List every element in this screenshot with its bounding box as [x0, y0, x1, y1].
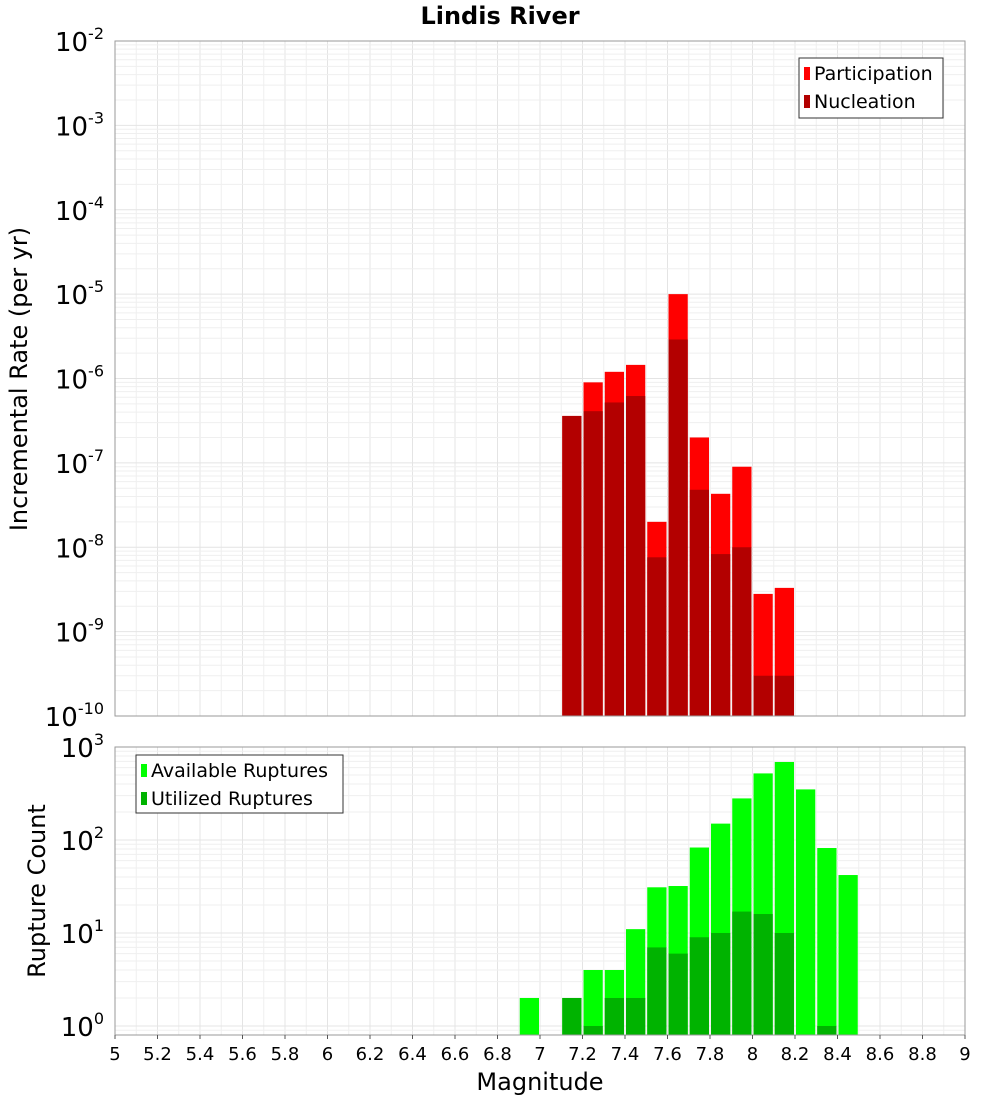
rate-panel-y-tick-label: 10-10 [45, 699, 104, 733]
nucleation-bar [689, 489, 709, 716]
count-panel: 100 101 102 103 5 5.2 5.4 5.6 5.8 6 6.2 6.4 6.6 6.8 7… [23, 730, 971, 1096]
utilized-ruptures-bar [774, 932, 794, 1035]
available-ruptures-bar [817, 848, 837, 1035]
x-tick-label: 7.4 [611, 1044, 640, 1065]
nucleation-bar [583, 411, 603, 716]
rate-panel: 10-10 10-9 10-8 10-7 10-6 10-5 10-4 10-3 10-2 In… [5, 24, 966, 733]
rate-panel-y-tick-label: 10-7 [55, 446, 104, 480]
utilized-ruptures-bar [626, 997, 646, 1035]
rate-panel-y-tick-label: 10-4 [55, 193, 104, 227]
nucleation-bar [668, 339, 688, 716]
count-panel-bars [519, 761, 858, 1035]
utilized-ruptures-bar [583, 1025, 603, 1035]
count-panel-legend: Available Ruptures Utilized Ruptures [135, 754, 344, 814]
participation-legend-swatch [804, 67, 810, 80]
rate-panel-legend: Participation Nucleation [798, 57, 944, 119]
nucleation-bar [604, 402, 624, 716]
chart-title: Lindis River [420, 2, 579, 30]
x-tick-label: 7.2 [568, 1044, 597, 1065]
rate-panel-y-tick-label: 10-8 [55, 530, 104, 564]
nucleation-legend-swatch [804, 95, 810, 108]
count-panel-y-ticks: 100 101 102 103 [61, 730, 104, 1043]
utilized-ruptures-bar [753, 914, 773, 1035]
x-tick-label: 5 [109, 1044, 120, 1065]
rate-panel-y-tick-label: 10-6 [55, 362, 104, 396]
rate-legend-box [798, 57, 944, 119]
rate-panel-y-ticks: 10-10 10-9 10-8 10-7 10-6 10-5 10-4 10-3 10-2 [45, 24, 104, 733]
rate-panel-grid [114, 40, 966, 717]
x-axis-ticks: 5 5.2 5.4 5.6 5.8 6 6.2 6.4 6.6 6.8 7 7.2 7.4 7.6 7.8 8… [109, 1035, 971, 1065]
count-panel-y-axis-label: Rupture Count [23, 804, 51, 978]
rate-panel-y-tick-label: 10-9 [55, 615, 104, 649]
count-panel-y-tick-label: 101 [61, 916, 104, 950]
utilized-ruptures-bar [711, 932, 731, 1035]
x-tick-label: 8.8 [908, 1044, 937, 1065]
utilized-ruptures-bar [817, 1025, 837, 1035]
x-tick-label: 9 [959, 1044, 970, 1065]
rate-panel-bars [562, 294, 794, 717]
x-tick-label: 8.4 [823, 1044, 852, 1065]
count-legend-box [135, 754, 344, 814]
x-tick-label: 8.2 [781, 1044, 810, 1065]
x-tick-label: 6.2 [356, 1044, 385, 1065]
available-ruptures-bar [838, 875, 858, 1035]
x-tick-label: 5.4 [186, 1044, 215, 1065]
utilized-ruptures-bar [668, 953, 688, 1035]
count-panel-y-tick-label: 100 [61, 1009, 104, 1043]
rate-panel-y-axis-label: Incremental Rate (per yr) [5, 227, 33, 531]
rate-panel-y-tick-label: 10-5 [55, 277, 104, 311]
count-panel-y-tick-label: 102 [61, 823, 104, 857]
nucleation-bar [562, 415, 582, 716]
x-tick-label: 6.4 [398, 1044, 427, 1065]
rate-panel-y-tick-label: 10-2 [55, 24, 104, 58]
count-panel-y-tick-label: 103 [61, 730, 104, 764]
utilized-ruptures-bar [562, 997, 582, 1035]
nucleation-bar [732, 547, 752, 716]
available-ruptures-bar [583, 970, 603, 1035]
x-tick-label: 6.8 [483, 1044, 512, 1065]
rate-panel-y-tick-label: 10-3 [55, 108, 104, 142]
participation-legend-label: Participation [814, 63, 933, 85]
x-tick-label: 8.6 [866, 1044, 895, 1065]
nucleation-bar [711, 554, 731, 716]
x-tick-label: 6 [322, 1044, 333, 1065]
x-tick-label: 7.6 [653, 1044, 682, 1065]
nucleation-legend-label: Nucleation [814, 91, 916, 113]
x-tick-label: 8 [747, 1044, 758, 1065]
utilized-ruptures-bar [604, 997, 624, 1035]
x-tick-label: 7 [534, 1044, 545, 1065]
x-axis-label: Magnitude [476, 1068, 603, 1096]
nucleation-bar [626, 396, 646, 716]
utilized-ruptures-bar [732, 911, 752, 1035]
x-tick-label: 5.2 [143, 1044, 172, 1065]
nucleation-bar [753, 675, 773, 716]
utilized-ruptures-bar [647, 947, 667, 1035]
x-tick-label: 6.6 [441, 1044, 470, 1065]
utilized-ruptures-legend-swatch [141, 792, 147, 805]
available-ruptures-legend-label: Available Ruptures [151, 760, 328, 782]
utilized-ruptures-legend-label: Utilized Ruptures [151, 788, 313, 810]
available-ruptures-bar [519, 997, 539, 1035]
nucleation-bar [774, 675, 794, 716]
nucleation-bar [647, 557, 667, 716]
rate-panel-frame [114, 40, 966, 717]
x-tick-label: 5.8 [271, 1044, 300, 1065]
available-ruptures-bar [796, 789, 816, 1035]
utilized-ruptures-bar [689, 937, 709, 1035]
available-ruptures-legend-swatch [141, 764, 147, 777]
x-tick-label: 5.6 [228, 1044, 257, 1065]
x-tick-label: 7.8 [696, 1044, 725, 1065]
